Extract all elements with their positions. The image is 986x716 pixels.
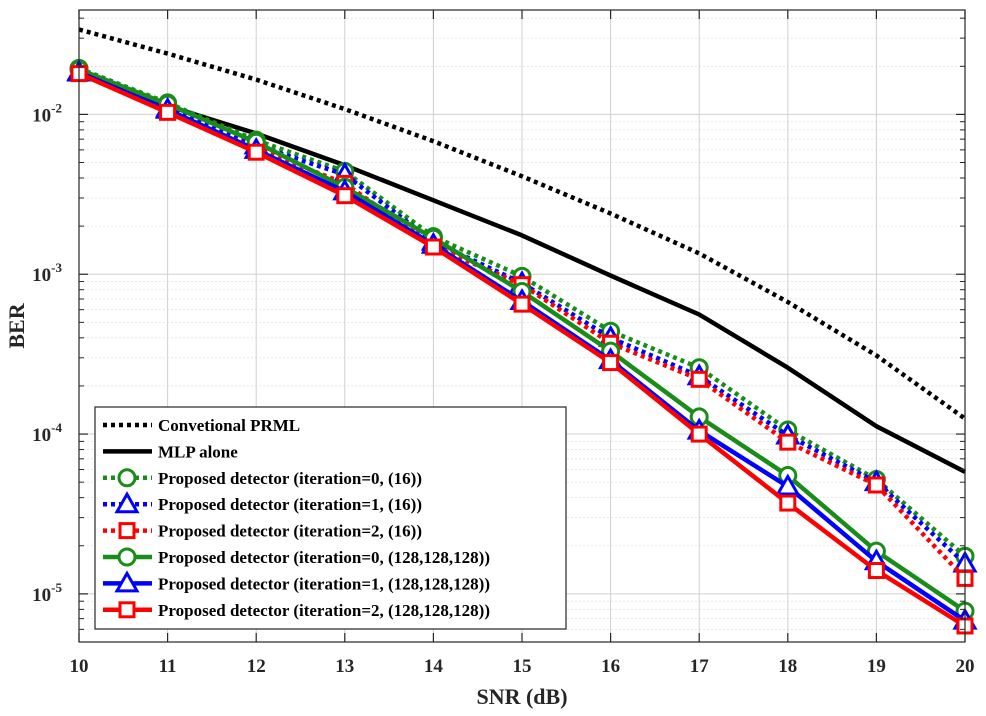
data-point <box>867 562 885 580</box>
y-tick-exponent: -5 <box>51 580 62 595</box>
legend-marker <box>117 468 137 488</box>
legend-entry: Proposed detector (iteration=2, (128,128… <box>103 601 490 620</box>
legend-marker <box>114 491 140 514</box>
y-tick-labels: 10-510-410-310-2 <box>32 100 62 605</box>
legend-entry: Convetional PRML <box>103 416 300 435</box>
legend: Convetional PRML MLP alone Proposed detect… <box>94 406 567 630</box>
data-point <box>690 425 708 443</box>
legend-label: MLP alone <box>158 442 238 461</box>
legend-entry: Proposed detector (iteration=2, (16)) <box>103 522 422 541</box>
legend-label: Proposed detector (iteration=0, (128,128… <box>158 548 490 567</box>
data-point <box>867 476 885 494</box>
x-tick-label: 14 <box>424 656 444 677</box>
legend-label: Convetional PRML <box>158 416 300 435</box>
legend-label: Proposed detector (iteration=2, (16)) <box>158 522 422 541</box>
x-tick-label: 18 <box>778 656 797 677</box>
x-tick-label: 11 <box>159 656 177 677</box>
data-point <box>690 370 708 388</box>
legend-entry: Proposed detector (iteration=1, (128,128… <box>103 570 490 593</box>
series-line <box>78 69 967 566</box>
data-point <box>159 103 177 121</box>
legend-label: Proposed detector (iteration=1, (16)) <box>158 495 422 514</box>
x-tick-label: 17 <box>690 656 710 677</box>
legend-entry: Proposed detector (iteration=1, (16)) <box>103 491 422 514</box>
x-tick-labels: 10 11 12 13 14 15 16 17 18 19 20 <box>70 656 975 677</box>
legend-box <box>94 406 567 630</box>
legend-entry: Proposed detector (iteration=0, (128,128… <box>103 547 490 567</box>
x-tick-label: 12 <box>247 656 266 677</box>
data-point <box>424 238 442 256</box>
x-tick-label: 16 <box>601 656 620 677</box>
legend-marker <box>118 601 136 619</box>
series-1 <box>78 69 967 474</box>
x-tick-label: 13 <box>335 656 354 677</box>
series-line <box>78 66 967 558</box>
x-axis-label: SNR (dB) <box>476 684 567 709</box>
legend-marker <box>118 522 136 540</box>
x-tick-label: 19 <box>867 656 886 677</box>
data-point <box>779 433 797 451</box>
legend-label: Proposed detector (iteration=0, (16)) <box>158 469 422 488</box>
legend-marker <box>117 547 137 567</box>
legend-marker <box>114 570 140 593</box>
legend-entry: MLP alone <box>103 442 238 461</box>
y-tick-label: 10-3 <box>32 260 62 286</box>
y-tick-base: 10 <box>32 105 51 126</box>
data-point <box>336 187 354 205</box>
y-tick-base: 10 <box>32 585 51 606</box>
series-0 <box>78 27 967 421</box>
data-point <box>775 473 801 496</box>
y-tick-exponent: -4 <box>51 420 62 435</box>
series-line <box>78 27 967 421</box>
series-7 <box>70 65 974 635</box>
y-tick-label: 10-5 <box>32 580 62 606</box>
x-tick-label: 20 <box>956 656 975 677</box>
y-tick-base: 10 <box>32 425 51 446</box>
data-point <box>513 295 531 313</box>
y-tick-base: 10 <box>32 265 51 286</box>
legend-label: Proposed detector (iteration=2, (128,128… <box>158 601 490 620</box>
data-point <box>602 354 620 372</box>
y-axis-label: BER <box>4 302 29 348</box>
data-point <box>247 143 265 161</box>
y-tick-exponent: -3 <box>51 260 62 275</box>
legend-label: Proposed detector (iteration=1, (128,128… <box>158 574 490 593</box>
x-tick-label: 15 <box>513 656 532 677</box>
legend-entry: Proposed detector (iteration=0, (16)) <box>103 468 422 488</box>
y-tick-label: 10-2 <box>32 100 62 126</box>
y-tick-label: 10-4 <box>32 420 62 446</box>
y-tick-exponent: -2 <box>51 100 62 115</box>
data-point <box>779 494 797 512</box>
series-line <box>78 69 967 474</box>
tick-marks <box>78 10 966 642</box>
x-tick-label: 10 <box>70 656 89 677</box>
